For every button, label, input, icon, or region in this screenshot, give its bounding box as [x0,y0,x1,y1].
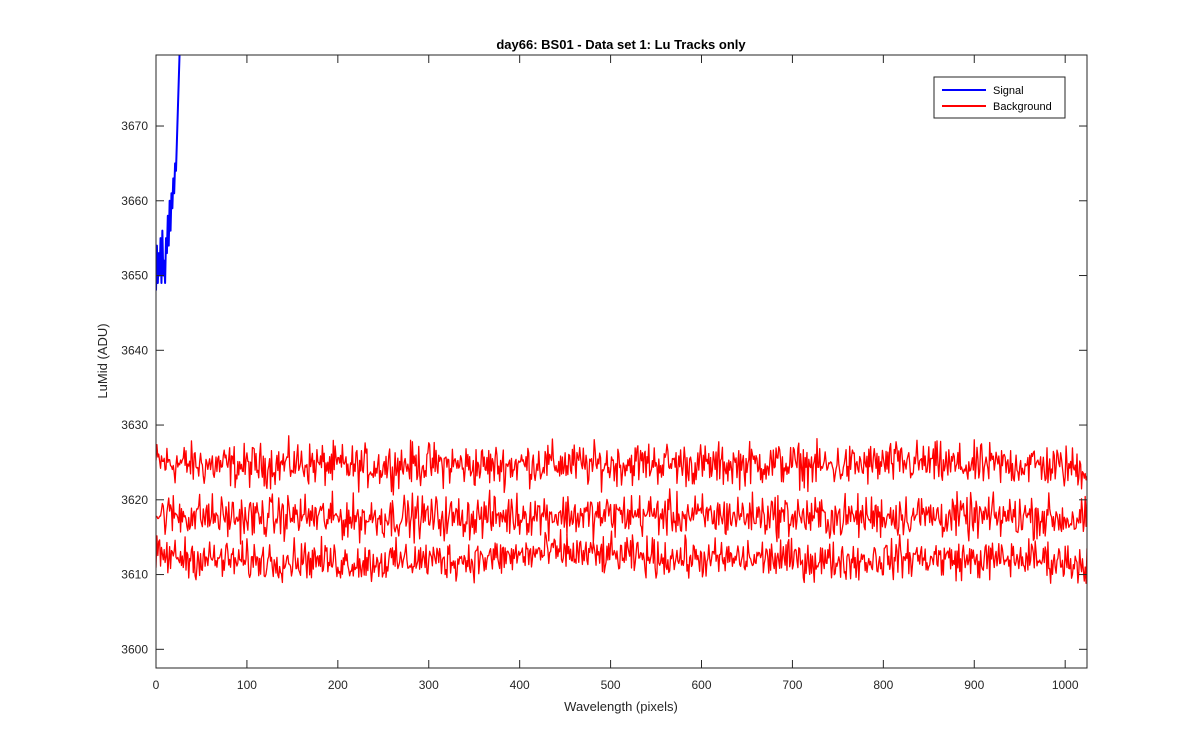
chart-title: day66: BS01 - Data set 1: Lu Tracks only [496,37,746,52]
x-axis: 0 100 200 300 400 500 600 700 800 900 1000 [153,55,1079,692]
y-tick-label: 3660 [121,194,148,208]
x-tick-label: 800 [873,678,893,692]
x-tick-label: 100 [237,678,257,692]
legend-box [933,76,1066,119]
x-tick-label: 200 [328,678,348,692]
y-axis: 3600 3610 3620 3630 3640 3650 3660 3670 [121,119,1087,656]
x-tick-label: 500 [601,678,621,692]
x-tick-label: 0 [153,678,160,692]
y-axis-label: LuMid (ADU) [95,323,110,398]
y-tick-label: 3630 [121,418,148,432]
legend-label-background: Background [993,101,1052,113]
y-tick-label: 3640 [121,343,148,357]
x-tick-label: 900 [964,678,984,692]
x-tick-label: 1000 [1052,678,1079,692]
series-line-signal [156,55,181,291]
y-tick-label: 3600 [121,642,148,656]
series-line-background-2 [156,488,1087,545]
x-tick-label: 700 [782,678,802,692]
plot-area [155,54,1088,669]
series-line-background-3 [156,528,1087,584]
legend: Signal Background [933,76,1066,119]
axes-box [155,54,1088,669]
x-tick-label: 600 [691,678,711,692]
legend-label-signal: Signal [993,85,1024,97]
series-line-background [156,435,1087,496]
y-tick-label: 3610 [121,568,148,582]
y-tick-label: 3620 [121,493,148,507]
x-tick-label: 300 [419,678,439,692]
series-layer [156,55,1087,584]
x-tick-label: 400 [510,678,530,692]
y-tick-label: 3670 [121,119,148,133]
y-tick-label: 3650 [121,269,148,283]
x-axis-label: Wavelength (pixels) [564,699,678,714]
